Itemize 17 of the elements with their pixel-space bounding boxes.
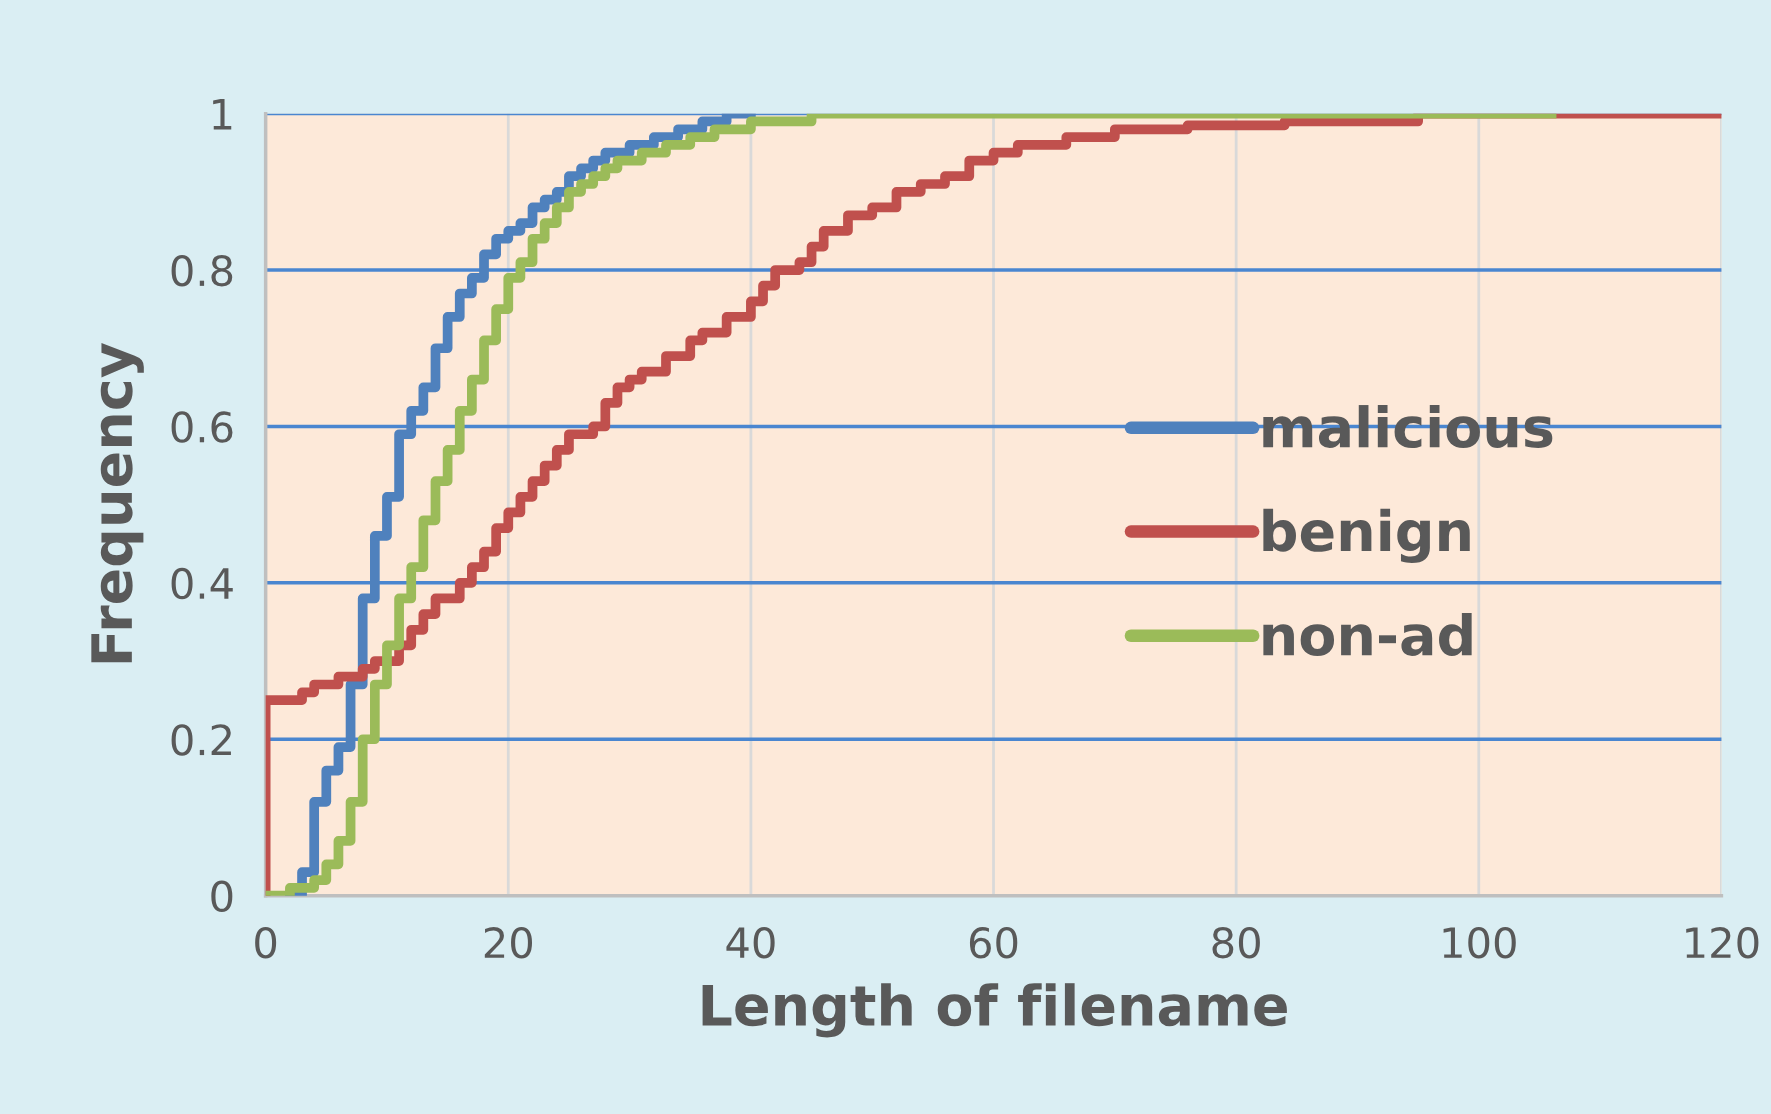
x-tick-label: 80 [1212, 926, 1260, 959]
x-tick-label: 120 [1686, 926, 1759, 959]
legend-label: benign [1263, 508, 1470, 564]
y-axis-title: Frequency [91, 343, 144, 663]
x-tick-label: 0 [255, 926, 277, 959]
x-tick-label: 20 [484, 926, 533, 959]
y-tick-label: 0.8 [171, 254, 233, 287]
legend-label: non-ad [1263, 613, 1472, 657]
y-tick-label: 1 [213, 99, 232, 130]
y-tick-label: 0.2 [171, 724, 231, 756]
y-tick-label: 0.6 [171, 411, 233, 443]
y-tick-label: 0 [211, 880, 233, 913]
x-tick-label: 40 [726, 926, 775, 959]
x-axis-title: Length of filename [702, 983, 1287, 1038]
x-tick-label: 60 [969, 926, 1018, 959]
x-tick-label: 100 [1443, 926, 1516, 959]
y-tick-label: 0.4 [171, 567, 233, 600]
